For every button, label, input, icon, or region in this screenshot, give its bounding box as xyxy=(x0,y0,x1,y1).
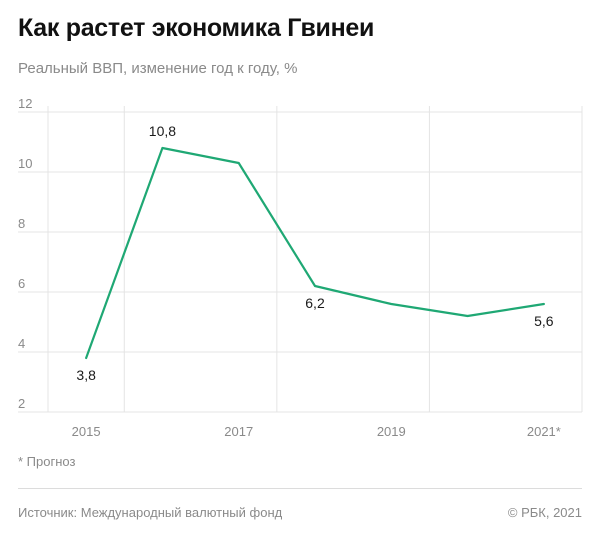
data-label-2018: 6,2 xyxy=(305,295,325,311)
y-tick-label-8: 8 xyxy=(18,216,25,231)
gdp-series-line xyxy=(85,146,545,360)
x-tick-label-2017: 2017 xyxy=(224,424,253,439)
copyright-text: © РБК, 2021 xyxy=(507,505,582,520)
data-label-2021: 5,6 xyxy=(534,313,554,329)
data-label-2016: 10,8 xyxy=(149,123,176,139)
x-tick-label-2021: 2021* xyxy=(527,424,561,439)
y-tick-label-4: 4 xyxy=(18,336,25,351)
y-tick-label-2: 2 xyxy=(18,396,25,411)
footer-divider xyxy=(18,488,582,489)
y-tick-label-12: 12 xyxy=(18,96,32,111)
data-label-2015: 3,8 xyxy=(76,367,96,383)
source-text: Источник: Международный валютный фонд xyxy=(18,505,283,520)
chart-title: Как растет экономика Гвинеи xyxy=(18,14,375,42)
x-tick-label-2015: 2015 xyxy=(72,424,101,439)
gdp-line-chart: 2 4 6 8 10 12 2015 2017 2019 2021* 3,8 10,8 6,2 5,6 xyxy=(18,96,583,439)
forecast-note: * Прогноз xyxy=(18,454,76,469)
y-tick-label-6: 6 xyxy=(18,276,25,291)
y-tick-label-10: 10 xyxy=(18,156,32,171)
x-tick-label-2019: 2019 xyxy=(377,424,406,439)
chart-subtitle: Реальный ВВП, изменение год к году, % xyxy=(18,60,298,77)
